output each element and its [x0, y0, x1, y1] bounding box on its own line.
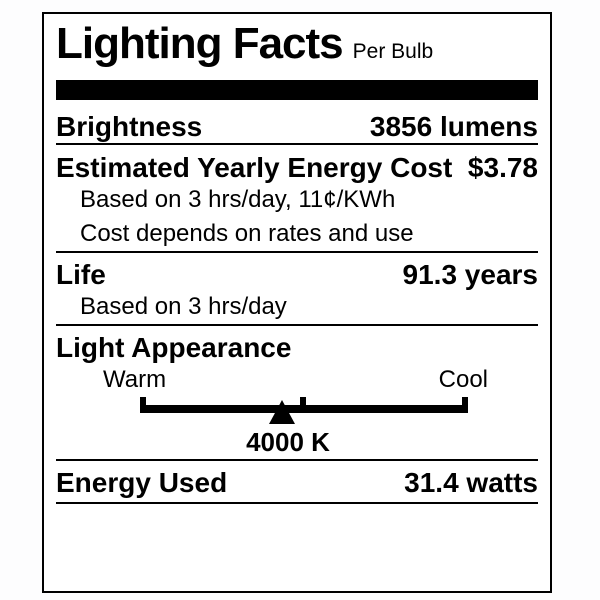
warm-label: Warm	[103, 366, 167, 393]
energy-used-label: Energy Used	[56, 467, 228, 498]
per-bulb-text: Per Bulb	[352, 40, 434, 63]
energy-cost-label: Estimated Yearly Energy Cost	[56, 152, 453, 183]
energy-used-row: Energy Used 31.4 watts	[56, 468, 538, 498]
label-header: Lighting Facts Per Bulb	[56, 14, 538, 78]
triangle-marker-icon	[269, 400, 296, 424]
energy-cost-disclaimer-note: Cost depends on rates and use	[80, 220, 414, 247]
brightness-value: 3856 lumens	[369, 111, 538, 142]
life-usage-note: Based on 3 hrs/day	[80, 293, 287, 320]
brightness-section: Brightness 3856 lumens	[56, 100, 538, 145]
lighting-facts-label: Lighting Facts Per Bulb Brightness 3856 l…	[42, 12, 552, 593]
energy-cost-row: Estimated Yearly Energy Cost $3.78	[56, 153, 538, 183]
energy-used-value: 31.4 watts	[404, 467, 538, 498]
scale-mid-tick	[300, 397, 307, 413]
brightness-label: Brightness	[56, 111, 203, 142]
brightness-row: Brightness 3856 lumens	[56, 112, 538, 142]
scale-right-cap	[462, 397, 468, 413]
light-appearance-label: Light Appearance	[56, 332, 292, 363]
energy-cost-rate-note: Based on 3 hrs/day, 11¢/KWh	[80, 186, 396, 213]
header-separator-bar	[56, 80, 538, 100]
life-value: 91.3 years	[402, 259, 538, 290]
energy-used-section: Energy Used 31.4 watts	[56, 461, 538, 504]
energy-cost-section: Estimated Yearly Energy Cost $3.78 Based…	[56, 145, 538, 253]
temperature-scale	[140, 397, 468, 424]
light-appearance-row: Light Appearance	[56, 333, 538, 363]
light-appearance-section: Light Appearance Warm Cool 4000 K	[56, 326, 538, 461]
kelvin-value: 4000 K	[246, 427, 330, 457]
warm-cool-row: Warm Cool	[56, 366, 538, 394]
life-label: Life	[56, 259, 106, 290]
life-section: Life 91.3 years Based on 3 hrs/day	[56, 253, 538, 326]
life-row: Life 91.3 years	[56, 260, 538, 290]
cool-label: Cool	[438, 366, 488, 393]
label-title: Lighting Facts	[56, 19, 344, 68]
energy-cost-value: $3.78	[467, 152, 538, 183]
